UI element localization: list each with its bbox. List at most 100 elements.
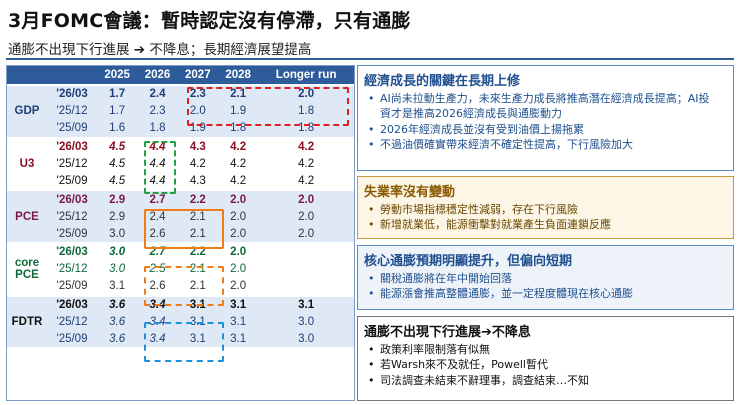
table-row: '25/09 3.0 2.6 2.1 2.0 2.0 <box>7 225 354 244</box>
vintage-cell: '25/09 <box>47 172 97 191</box>
value-cell: 2.0 <box>258 208 354 226</box>
value-cell: 3.6 <box>97 313 138 331</box>
value-cell: 2.0 <box>258 225 354 244</box>
table-row: '25/09 1.6 1.8 1.9 1.8 1.8 <box>7 119 354 138</box>
table-row: U3 '26/03 4.5 4.4 4.3 4.2 4.2 <box>7 136 354 191</box>
vintage-cell: '25/09 <box>47 277 97 296</box>
panel-bullet: 勞動市場指標穩定性減弱，存在下行風險 <box>368 202 727 218</box>
value-cell: 4.2 <box>258 172 354 191</box>
value-cell: 4.2 <box>258 155 354 173</box>
table-row: '25/12 1.7 2.3 2.0 1.9 1.8 <box>7 102 354 120</box>
value-cell: 2.7 <box>137 242 178 261</box>
value-cell <box>258 260 354 278</box>
vintage-cell: '26/03 <box>47 136 97 156</box>
value-cell: 4.4 <box>137 136 178 156</box>
value-cell: 1.6 <box>97 119 138 138</box>
vintage-cell: '26/03 <box>47 294 97 314</box>
panel-bullet: AI尚未拉動生產力，未來生產力成長將推高潛在經濟成長提高；AI投資才是推高202… <box>368 91 727 122</box>
vintage-cell: '25/12 <box>47 155 97 173</box>
value-cell: 3.0 <box>97 225 138 244</box>
rates-panel: 通膨不出現下行進展➔不降息 政策利率限制落有似無 若Warsh來不及就任，Pow… <box>357 316 734 401</box>
value-cell <box>258 242 354 261</box>
value-cell: 3.0 <box>97 260 138 278</box>
value-cell: 3.1 <box>177 294 218 314</box>
value-cell: 3.1 <box>177 330 218 348</box>
unemployment-panel: 失業率沒有變動 勞動市場指標穩定性減弱，存在下行風險 新增就業低，能源衝擊對就業… <box>357 176 734 239</box>
value-cell: 3.1 <box>217 330 259 348</box>
panel-bullet: 新增就業低，能源衝擊對就業產生負面連鎖反應 <box>368 217 727 233</box>
value-cell: 4.4 <box>137 172 178 191</box>
value-cell: 4.5 <box>97 136 138 156</box>
value-cell: 2.5 <box>137 260 178 278</box>
value-cell: 2.0 <box>217 189 259 209</box>
vintage-cell: '25/12 <box>47 313 97 331</box>
value-cell: 1.9 <box>177 119 218 138</box>
value-cell: 2.0 <box>217 277 259 296</box>
value-cell: 3.1 <box>217 294 259 314</box>
value-cell: 3.0 <box>97 242 138 261</box>
value-cell: 4.5 <box>97 155 138 173</box>
value-cell: 1.8 <box>217 119 259 138</box>
table-row: '25/09 4.5 4.4 4.3 4.2 4.2 <box>7 172 354 191</box>
value-cell: 2.7 <box>137 189 178 209</box>
value-cell: 1.8 <box>258 119 354 138</box>
table-row: PCE '26/03 2.9 2.7 2.2 2.0 2.0 <box>7 189 354 244</box>
value-cell: 3.1 <box>97 277 138 296</box>
panel-heading: 核心通膨預期明顯提升，但偏向短期 <box>364 254 573 269</box>
value-cell: 3.0 <box>258 330 354 348</box>
value-cell: 3.6 <box>97 294 138 314</box>
value-cell: 3.1 <box>258 294 354 314</box>
vintage-cell: '25/09 <box>47 225 97 244</box>
table-row: FDTR '26/03 3.6 3.4 3.1 3.1 3.1 <box>7 294 354 348</box>
panel-bullet: 政策利率限制落有似無 <box>368 342 727 358</box>
fdtr-block: FDTR '26/03 3.6 3.4 3.1 3.1 3.1 '25/12 3… <box>7 294 354 348</box>
panel-bullet: 司法調查未結束不辭理事，調查結束…不知 <box>368 373 727 389</box>
table-row: GDP '26/03 1.7 2.4 2.3 2.1 2.0 <box>7 84 354 138</box>
table-header-row: 2025 2026 2027 2028 Longer run <box>7 66 354 85</box>
col-header: 2027 <box>177 66 218 85</box>
value-cell: 3.1 <box>217 313 259 331</box>
value-cell: 4.4 <box>137 155 178 173</box>
value-cell: 2.1 <box>177 260 218 278</box>
group-label: U3 <box>7 136 47 191</box>
core-pce-block: core PCE '26/03 3.0 2.7 2.2 2.0 '25/12 3… <box>7 242 354 296</box>
vintage-cell: '25/12 <box>47 208 97 226</box>
projections-table: 2025 2026 2027 2028 Longer run GDP '26/0… <box>6 65 355 401</box>
vintage-cell: '26/03 <box>47 84 97 103</box>
table-row: '25/09 3.1 2.6 2.1 2.0 <box>7 277 354 296</box>
value-cell: 4.3 <box>177 136 218 156</box>
vintage-cell: '25/12 <box>47 102 97 120</box>
value-cell: 2.3 <box>177 84 218 103</box>
value-cell: 2.9 <box>97 189 138 209</box>
value-cell <box>258 277 354 296</box>
value-cell: 4.2 <box>217 136 259 156</box>
pce-block: PCE '26/03 2.9 2.7 2.2 2.0 2.0 '25/12 2.… <box>7 189 354 244</box>
group-label: PCE <box>7 189 47 244</box>
value-cell: 2.4 <box>137 84 178 103</box>
value-cell: 2.0 <box>217 225 259 244</box>
table-row: core PCE '26/03 3.0 2.7 2.2 2.0 <box>7 242 354 296</box>
page-title: 3月FOMC會議：暫時認定沒有停滯，只有通膨 <box>8 10 411 32</box>
value-cell: 4.3 <box>177 172 218 191</box>
table-row: '25/12 2.9 2.4 2.1 2.0 2.0 <box>7 208 354 226</box>
value-cell: 2.1 <box>177 225 218 244</box>
value-cell: 2.1 <box>217 84 259 103</box>
table-row: '25/09 3.6 3.4 3.1 3.1 3.0 <box>7 330 354 348</box>
value-cell: 3.6 <box>97 330 138 348</box>
value-cell: 2.0 <box>258 84 354 103</box>
table-row: '25/12 3.0 2.5 2.1 2.0 <box>7 260 354 278</box>
panel-bullet: 若Warsh來不及就任，Powell暫代 <box>368 357 727 373</box>
value-cell: 2.0 <box>258 189 354 209</box>
col-header: Longer run <box>258 66 354 85</box>
col-header: 2025 <box>97 66 138 85</box>
value-cell: 1.7 <box>97 102 138 120</box>
value-cell: 2.1 <box>177 277 218 296</box>
value-cell: 4.5 <box>97 172 138 191</box>
panel-bullet: 能源漲會推高整體通膨，並一定程度體現在核心通膨 <box>368 286 727 302</box>
col-header: 2028 <box>217 66 259 85</box>
value-cell: 3.4 <box>137 330 178 348</box>
panel-heading: 經濟成長的關鍵在長期上修 <box>364 74 521 89</box>
value-cell: 4.2 <box>217 172 259 191</box>
value-cell: 1.8 <box>258 102 354 120</box>
panel-bullet: 不過油價確實帶來經濟不確定性提高，下行風險加大 <box>368 137 727 153</box>
